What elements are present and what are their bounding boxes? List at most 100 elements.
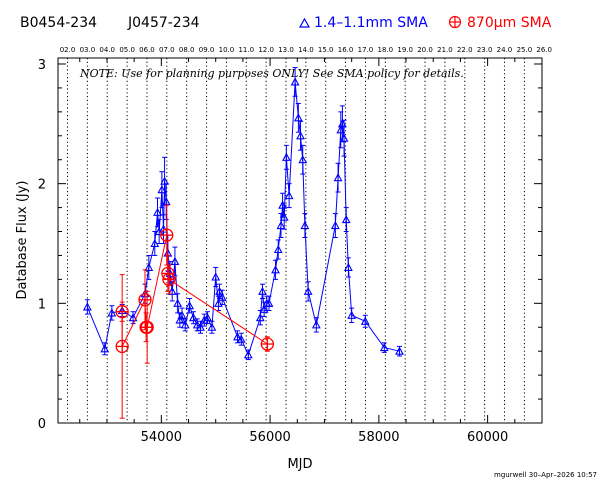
top-axis-label: 10.0	[219, 46, 235, 54]
top-axis-label: 23.0	[477, 46, 493, 54]
data-point	[296, 131, 305, 140]
data-point	[293, 113, 303, 122]
data-point	[264, 298, 274, 307]
data-point	[211, 272, 221, 281]
y-axis-ticks: 0 1 2 3	[38, 58, 542, 432]
legend-label-red-mu: μ	[494, 15, 503, 31]
data-point	[140, 320, 154, 334]
data-point	[177, 310, 187, 319]
data-point	[170, 256, 180, 265]
data-point	[236, 334, 246, 343]
data-point	[339, 133, 349, 142]
data-point	[160, 228, 174, 242]
y-tick-label: 1	[38, 297, 46, 312]
top-axis-label: 14.0	[298, 46, 314, 54]
top-axis-label: 13.0	[278, 46, 294, 54]
data-point	[298, 155, 308, 164]
data-point	[188, 313, 198, 322]
data-point	[207, 322, 217, 331]
top-axis-label: 05.0	[119, 46, 135, 54]
top-axis-label: 06.0	[139, 46, 155, 54]
data-point	[279, 212, 289, 221]
data-point	[203, 313, 212, 322]
y-tick-label: 0	[38, 417, 46, 432]
data-point	[395, 346, 404, 355]
legend-label-blue: 1.4–1.1mm SMA	[314, 15, 428, 31]
data-point	[347, 310, 357, 319]
legend-label-red-prefix: 870	[467, 15, 494, 31]
data-point	[162, 272, 176, 287]
data-point	[82, 302, 92, 311]
top-axis-label: 16.0	[338, 46, 354, 54]
top-axis-label: 18.0	[378, 46, 394, 54]
top-axis-label: 24.0	[497, 46, 513, 54]
series-layer	[82, 67, 404, 419]
data-point	[271, 265, 280, 274]
data-point	[173, 298, 183, 307]
data-point	[379, 342, 389, 352]
top-axis-labels: 02.0 03.0 04.0 05.0 06.0 07.0 08.0 09.0 10.0 11.0…	[60, 46, 552, 54]
x-tick-label: 56000	[249, 430, 290, 445]
top-axis-label: 15.0	[318, 46, 334, 54]
x-tick-label: 58000	[358, 430, 399, 445]
data-point	[150, 238, 160, 248]
data-point	[258, 286, 267, 295]
plot-frame	[57, 57, 543, 424]
x-axis-ticks: 54000 56000 58000 60000	[79, 58, 516, 445]
top-axis-label: 07.0	[159, 46, 175, 54]
data-point	[290, 77, 300, 86]
data-point	[144, 262, 154, 271]
top-axis-label: 26.0	[536, 46, 552, 54]
source-name-j2000: J0457-234	[127, 15, 200, 31]
data-point	[276, 220, 286, 230]
series-circle-plus	[115, 204, 275, 419]
top-axis-label: 09.0	[199, 46, 215, 54]
data-point	[115, 339, 129, 354]
data-point	[128, 313, 138, 322]
legend-triangle-icon	[298, 17, 311, 28]
y-tick-label: 2	[38, 178, 46, 193]
y-tick-label: 3	[38, 58, 46, 73]
data-point	[167, 286, 177, 295]
top-axis-label: 17.0	[358, 46, 374, 54]
data-point	[196, 322, 205, 331]
data-point	[341, 214, 351, 224]
data-point	[199, 315, 209, 324]
data-point	[284, 190, 294, 200]
data-point	[311, 320, 321, 329]
data-point	[255, 313, 265, 322]
data-point	[192, 320, 202, 329]
data-point	[153, 207, 162, 216]
data-point	[214, 298, 223, 307]
top-axis-label: 20.0	[417, 46, 433, 54]
x-axis-title: MJD	[287, 457, 312, 472]
data-point	[281, 152, 291, 161]
data-point	[157, 184, 167, 194]
top-axis-label: 19.0	[397, 46, 413, 54]
top-axis-label: 11.0	[238, 46, 254, 54]
series-triangle	[82, 67, 404, 361]
vertical-gridlines	[67, 58, 525, 423]
source-name-b1950: B0454-234	[20, 15, 97, 31]
data-point	[333, 173, 343, 182]
legend-label-red: 870μm SMA	[467, 15, 552, 31]
top-axis-label: 25.0	[517, 46, 533, 54]
data-point	[180, 320, 190, 329]
data-point	[243, 350, 253, 359]
top-axis-label: 02.0	[60, 46, 76, 54]
x-tick-label: 60000	[467, 430, 508, 445]
data-point	[185, 301, 195, 310]
data-point	[260, 337, 275, 351]
footer-credit: mgurwell 30–Apr–2026 10:57	[494, 471, 597, 479]
data-point	[233, 332, 242, 341]
data-point	[107, 308, 117, 317]
legend-label-red-suffix: m SMA	[503, 15, 552, 31]
data-point	[360, 316, 370, 325]
top-axis-label: 12.0	[258, 46, 274, 54]
data-point	[100, 344, 110, 353]
data-point	[259, 304, 269, 313]
data-point	[300, 220, 310, 230]
data-point	[343, 262, 353, 271]
data-point	[138, 293, 152, 307]
